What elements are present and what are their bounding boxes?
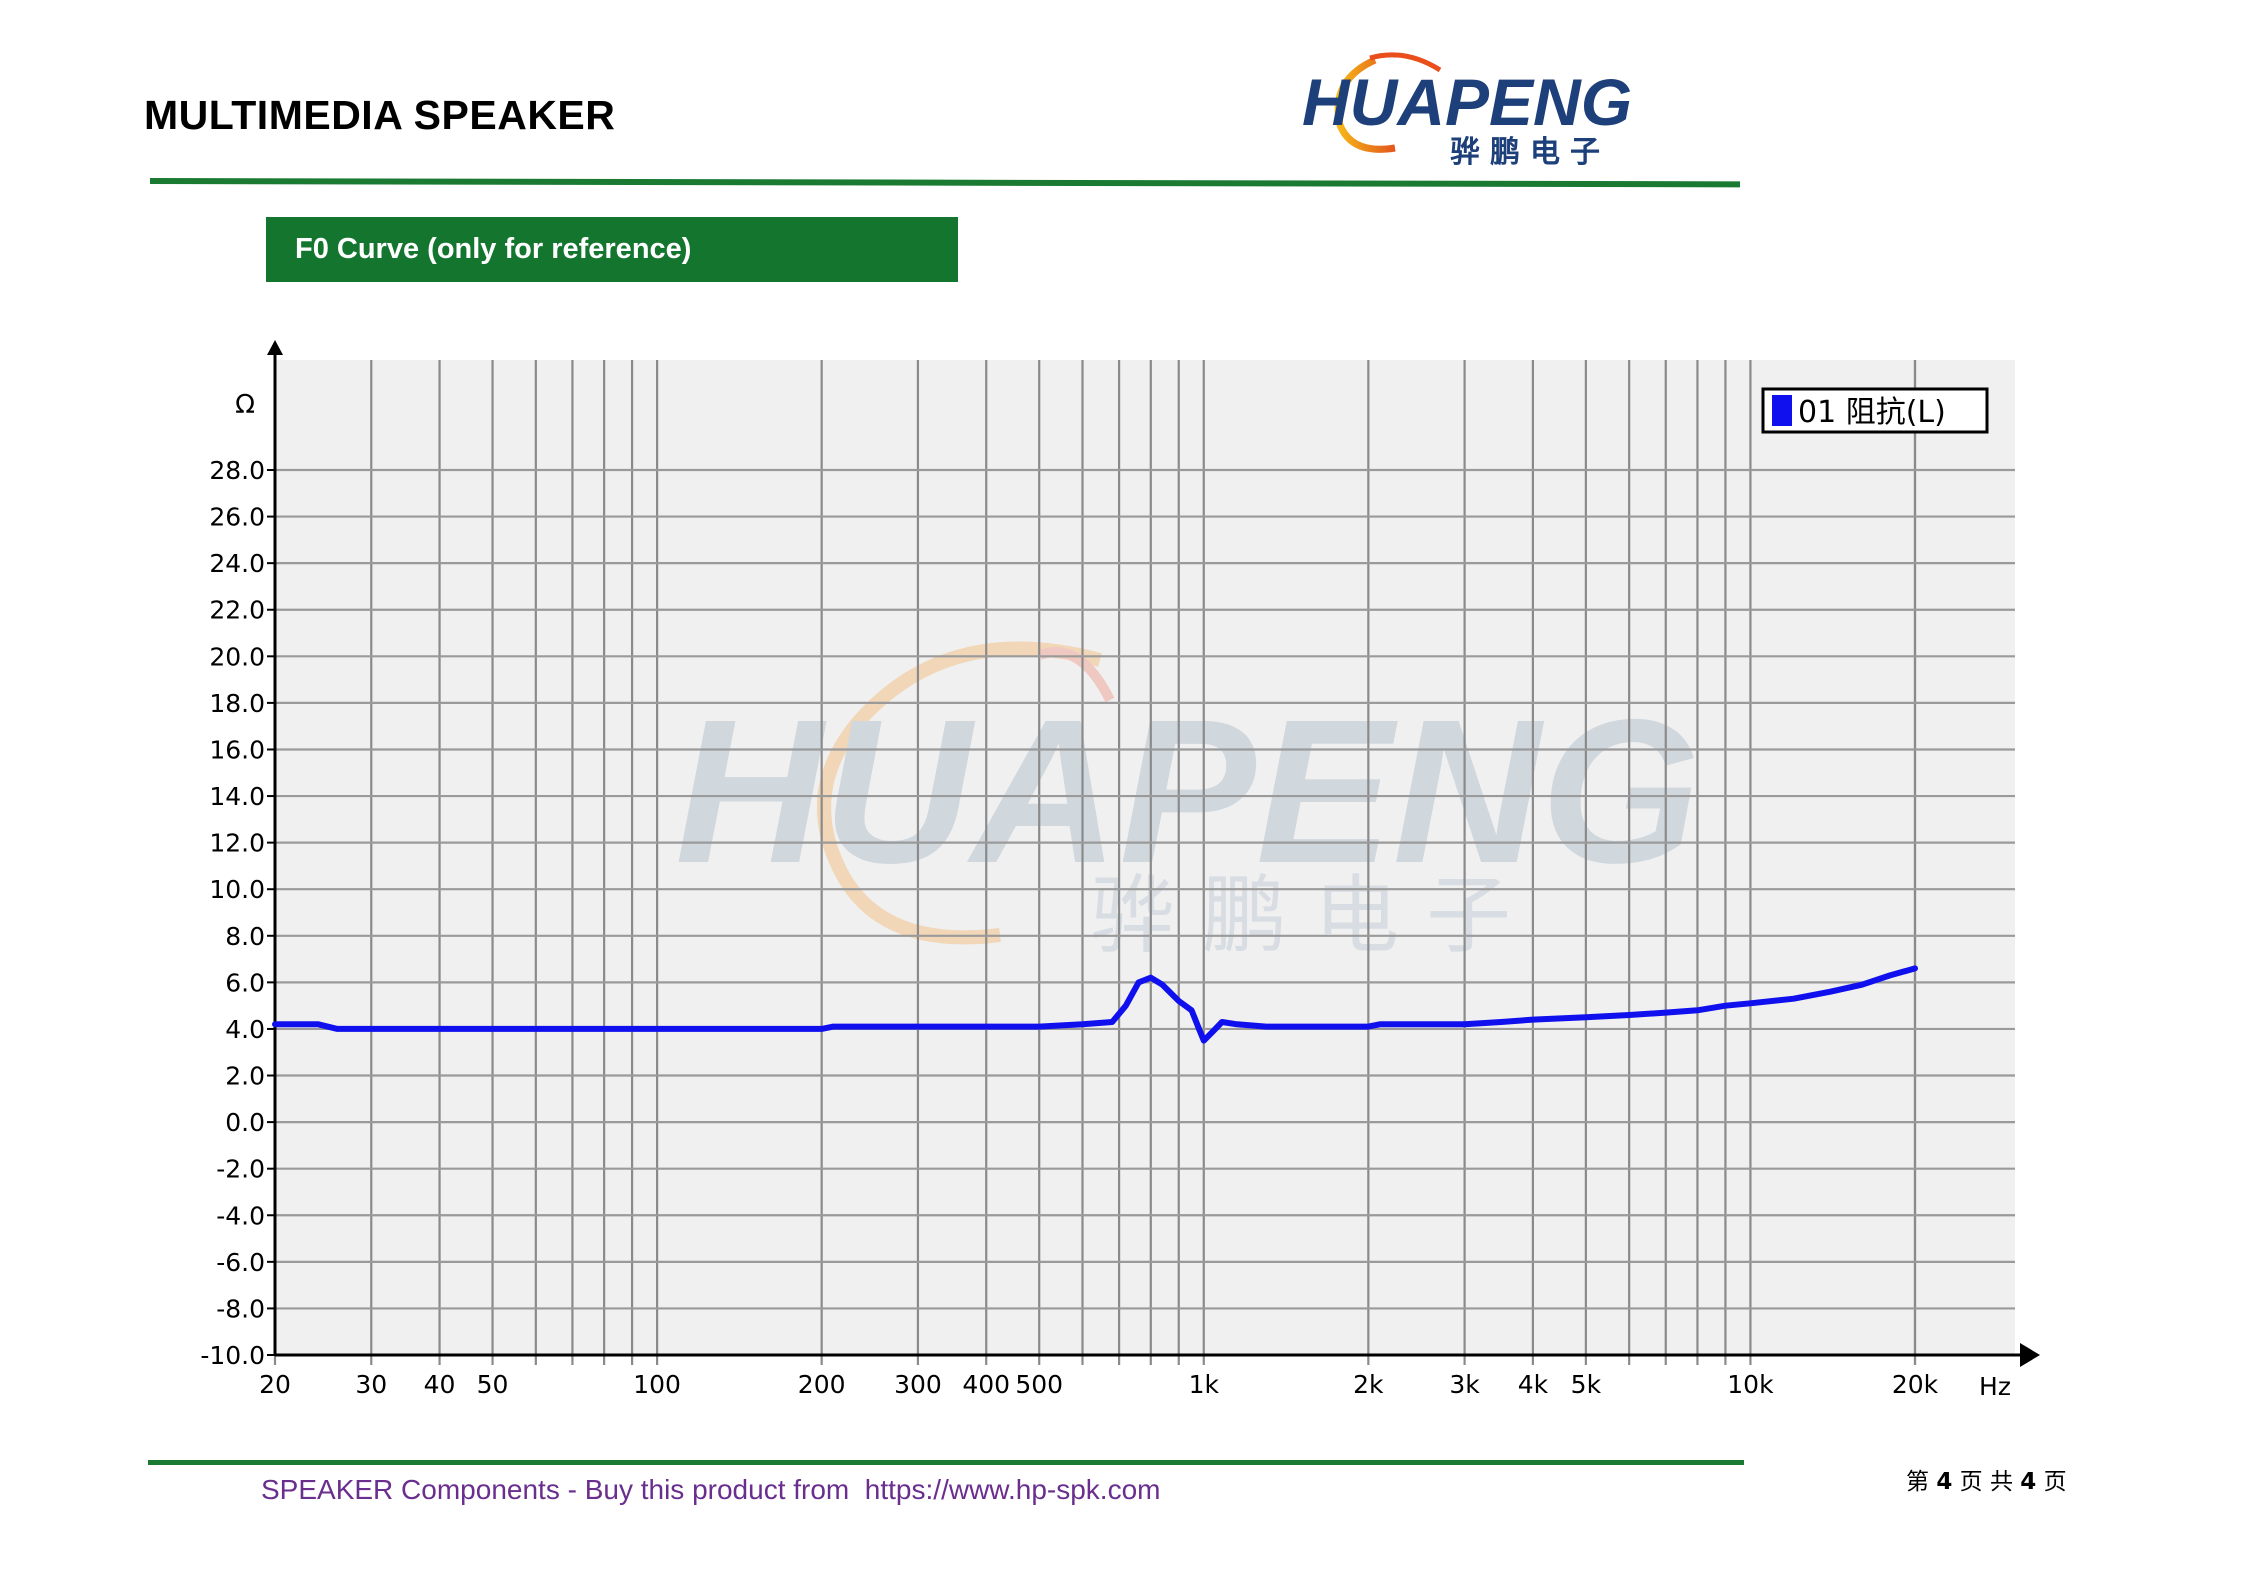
svg-text:骅鹏电子: 骅鹏电子 bbox=[1450, 135, 1610, 170]
impedance-curve bbox=[272, 965, 1918, 1044]
x-tick-label: 5k bbox=[1571, 1370, 1602, 1399]
x-tick-label: 500 bbox=[1015, 1370, 1063, 1399]
document-title: MULTIMEDIA SPEAKER bbox=[144, 92, 616, 138]
grid-lines: 28.0 26.0 24.0 22.0 20.0 18.0 16.0 14.0 12.0 10.0… bbox=[200, 360, 2015, 1370]
y-tick-label: 4.0 bbox=[225, 1015, 265, 1044]
x-tick-label: 3k bbox=[1449, 1370, 1480, 1399]
legend-label: 01 阻抗(L) bbox=[1798, 395, 1946, 430]
x-tick-label: 2k bbox=[1353, 1370, 1384, 1399]
section-title-bar: F0 Curve (only for reference) bbox=[266, 217, 958, 282]
huapeng-logo: HUAPENG 骅鹏电子 bbox=[1302, 52, 1632, 170]
legend-swatch bbox=[1772, 395, 1792, 426]
x-tick-label: 1k bbox=[1189, 1370, 1220, 1399]
y-tick-label: 28.0 bbox=[209, 456, 265, 485]
y-tick-label: 14.0 bbox=[209, 782, 265, 811]
y-tick-label: -8.0 bbox=[216, 1294, 265, 1323]
y-tick-label: 26.0 bbox=[209, 503, 265, 532]
y-tick-label: 6.0 bbox=[225, 968, 265, 997]
x-tick-label: 30 bbox=[355, 1370, 387, 1399]
y-tick-label: -4.0 bbox=[216, 1201, 265, 1230]
x-axis-unit: Hz bbox=[1979, 1372, 2011, 1401]
x-tick-label: 10k bbox=[1727, 1370, 1774, 1399]
y-axis-unit: Ω bbox=[235, 390, 255, 420]
y-tick-label: 22.0 bbox=[209, 596, 265, 625]
x-tick-label: 20 bbox=[259, 1370, 291, 1399]
y-axis-arrow bbox=[267, 340, 283, 355]
x-tick-label: 400 bbox=[962, 1370, 1010, 1399]
legend-box bbox=[1761, 387, 1989, 434]
x-tick-label: 20k bbox=[1892, 1370, 1939, 1399]
y-tick-label: -10.0 bbox=[200, 1341, 265, 1370]
x-tick-label: 50 bbox=[477, 1370, 509, 1399]
page-number: 第 4 页 共 4 页 bbox=[1906, 1469, 2067, 1495]
y-tick-label: 20.0 bbox=[209, 642, 265, 671]
y-tick-label: 2.0 bbox=[225, 1062, 265, 1091]
y-tick-label: -6.0 bbox=[216, 1248, 265, 1277]
y-tick-label: 24.0 bbox=[209, 549, 265, 578]
x-tick-label: 300 bbox=[894, 1370, 942, 1399]
y-tick-label: 8.0 bbox=[225, 922, 265, 951]
x-tick-label: 40 bbox=[424, 1370, 456, 1399]
svg-text:骅 鹏 电 子: 骅 鹏 电 子 bbox=[1090, 867, 1511, 966]
footer-text: SPEAKER Components - Buy this product fr… bbox=[261, 1474, 1161, 1505]
y-tick-label: 18.0 bbox=[209, 689, 265, 718]
x-tick-label: 200 bbox=[798, 1370, 846, 1399]
y-tick-label: -2.0 bbox=[216, 1155, 265, 1184]
svg-text:HUAPENG: HUAPENG bbox=[1302, 65, 1632, 139]
x-tick-label: 100 bbox=[633, 1370, 681, 1399]
y-tick-label: 10.0 bbox=[209, 875, 265, 904]
y-tick-label: 0.0 bbox=[225, 1108, 265, 1137]
x-axis-arrow bbox=[2020, 1343, 2040, 1367]
huapeng-watermark: HUAPENG 骅 鹏 电 子 bbox=[675, 641, 1700, 966]
y-tick-label: 12.0 bbox=[209, 829, 265, 858]
x-tick-label: 4k bbox=[1518, 1370, 1549, 1399]
footer-divider bbox=[148, 1460, 1744, 1465]
y-tick-label: 16.0 bbox=[209, 735, 265, 764]
legend: 01 阻抗(L) bbox=[1761, 387, 1989, 434]
svg-text:HUAPENG: HUAPENG bbox=[675, 677, 1700, 906]
